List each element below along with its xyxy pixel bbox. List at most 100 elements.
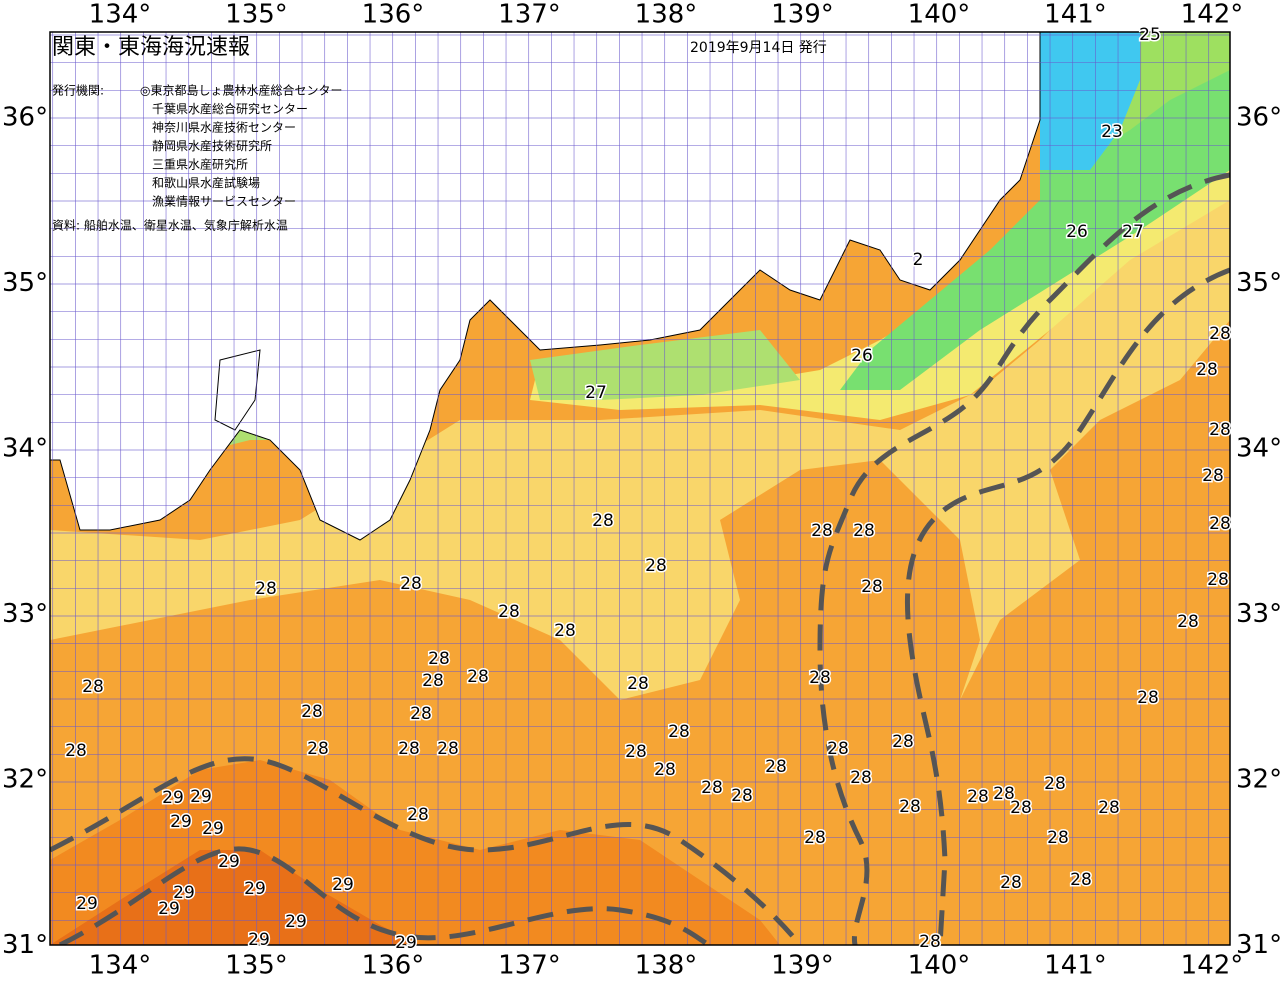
- contour-label: 29: [244, 879, 266, 899]
- contour-label: 28: [1196, 360, 1218, 380]
- map-frame: [49, 31, 1231, 946]
- lat-label: 31°: [1236, 930, 1280, 960]
- island: [214, 349, 261, 431]
- current-line: [58, 846, 715, 945]
- contour-label: 28: [811, 521, 833, 541]
- contour-label: 29: [162, 788, 184, 808]
- contour-label: 28: [554, 621, 576, 641]
- contour-label: 28: [892, 732, 914, 752]
- lon-label: 138°: [635, 951, 698, 981]
- contour-label: 29: [190, 787, 212, 807]
- lon-label: 136°: [362, 951, 425, 981]
- contour-label: 28: [428, 649, 450, 669]
- lat-label: 36°: [1236, 103, 1280, 133]
- contour-label: 29: [218, 852, 240, 872]
- issuer: 和歌山県水産試験場: [152, 175, 260, 190]
- contour-label: 28: [627, 674, 649, 694]
- contour-label: 28: [498, 602, 520, 622]
- contour-label: 27: [585, 383, 607, 403]
- issuer-label: 発行機関:: [52, 83, 104, 98]
- grid: [50, 32, 1230, 945]
- lon-label: 141°: [1044, 951, 1107, 981]
- lon-label: 135°: [225, 951, 288, 981]
- contour-label: 28: [853, 521, 875, 541]
- contour-label: 28: [82, 677, 104, 697]
- lat-label: 33°: [1236, 599, 1280, 629]
- lon-label: 134°: [89, 951, 152, 981]
- issuer: ◎東京都島しょ農林水産総合センター: [140, 83, 342, 98]
- current-line: [905, 267, 1230, 945]
- contour-label: 26: [1066, 222, 1088, 242]
- contour-label: 2: [913, 250, 924, 270]
- contour-label: 29: [158, 899, 180, 919]
- contour-label: 28: [645, 556, 667, 576]
- lon-label: 135°: [225, 0, 288, 30]
- contour-label: 28: [1010, 798, 1032, 818]
- lat-label: 31°: [2, 930, 48, 960]
- issuer: 千葉県水産総合研究センター: [152, 101, 308, 116]
- lon-label: 139°: [771, 951, 834, 981]
- contour-label: 29: [170, 812, 192, 832]
- lon-label: 142°: [1181, 0, 1244, 30]
- current-line: [817, 172, 1230, 945]
- lon-label: 140°: [908, 0, 971, 30]
- zone-27: [50, 150, 1230, 700]
- contour-label: 28: [1098, 798, 1120, 818]
- contour-label: 28: [410, 704, 432, 724]
- lat-label: 35°: [2, 268, 48, 298]
- contour-label: 28: [850, 768, 872, 788]
- contour-label: 28: [592, 511, 614, 531]
- contour-label: 28: [407, 805, 429, 825]
- contour-label: 28: [1209, 514, 1231, 534]
- contour-label: 28: [1202, 466, 1224, 486]
- contour-label: 28: [307, 739, 329, 759]
- lon-label: 142°: [1181, 951, 1244, 981]
- land: [50, 32, 1041, 541]
- source: 資料: 船舶水温、衛星水温、気象庁解析水温: [52, 218, 288, 233]
- contour-label: 28: [654, 760, 676, 780]
- lon-label: 137°: [498, 951, 561, 981]
- title: 関東・東海海況速報: [52, 35, 250, 60]
- contour-label: 29: [76, 894, 98, 914]
- contour-label: 25: [1139, 25, 1161, 45]
- sea-temperature: [50, 32, 1230, 945]
- issuer: 神奈川県水産技術センター: [152, 120, 296, 135]
- contour-label: 28: [301, 702, 323, 722]
- contour-label: 28: [861, 577, 883, 597]
- current-lines: [50, 172, 1230, 945]
- issue-date: 2019年9月14日 発行: [690, 40, 827, 56]
- contour-label: 23: [1101, 122, 1123, 142]
- current-line: [50, 756, 802, 945]
- contour-label: 28: [765, 757, 787, 777]
- contour-label: 28: [255, 579, 277, 599]
- contour-label: 28: [919, 932, 941, 952]
- issuer: 三重県水産研究所: [152, 157, 248, 172]
- lat-label: 34°: [1236, 434, 1280, 464]
- lon-label: 136°: [362, 0, 425, 30]
- contour-label: 28: [1000, 873, 1022, 893]
- lon-label: 134°: [89, 0, 152, 30]
- contour-label: 28: [1070, 870, 1092, 890]
- contour-label: 28: [731, 786, 753, 806]
- contour-label: 28: [398, 739, 420, 759]
- contour-label: 28: [993, 784, 1015, 804]
- contour-label: 28: [1207, 570, 1229, 590]
- lon-label: 141°: [1044, 0, 1107, 30]
- contour-label: 28: [809, 668, 831, 688]
- contour-label: 28: [1209, 420, 1231, 440]
- contour-label: 28: [1177, 612, 1199, 632]
- contour-label: 28: [65, 741, 87, 761]
- zone-29-core: [50, 850, 420, 945]
- lat-label: 32°: [2, 765, 48, 795]
- contour-label: 28: [1044, 774, 1066, 794]
- contour-label: 28: [467, 667, 489, 687]
- lon-label: 140°: [908, 951, 971, 981]
- lon-label: 138°: [635, 0, 698, 30]
- contour-label: 28: [668, 722, 690, 742]
- contour-label: 28: [422, 671, 444, 691]
- lat-label: 34°: [2, 434, 48, 464]
- contour-label: 28: [1209, 324, 1231, 344]
- contour-label: 28: [804, 828, 826, 848]
